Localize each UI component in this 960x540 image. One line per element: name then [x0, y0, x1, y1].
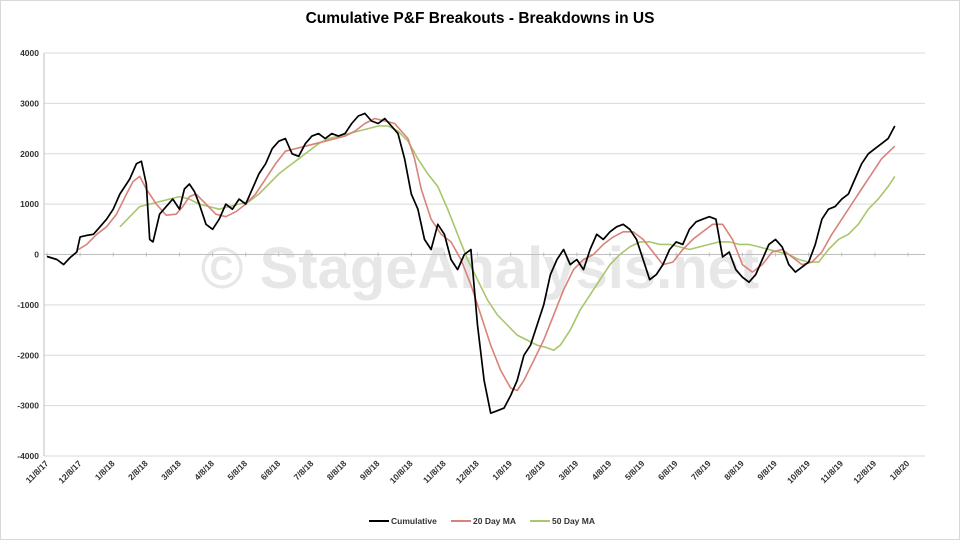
- x-tick-label: 1/8/18: [93, 458, 117, 482]
- x-tick-label: 2/8/18: [126, 458, 150, 482]
- x-tick-label: 10/8/18: [388, 458, 415, 485]
- x-tick-label: 9/8/19: [755, 458, 779, 482]
- x-tick-label: 3/8/18: [159, 458, 183, 482]
- x-tick-label: 7/8/18: [292, 458, 316, 482]
- x-tick-label: 1/8/19: [490, 458, 514, 482]
- y-tick-label: -2000: [17, 350, 39, 360]
- x-tick-label: 11/8/19: [818, 458, 845, 485]
- x-tick-label: 12/8/18: [454, 458, 481, 485]
- x-tick-label: 8/8/18: [325, 458, 349, 482]
- x-tick-label: 5/8/19: [623, 458, 647, 482]
- x-tick-label: 7/8/19: [689, 458, 713, 482]
- legend-label-50-day-ma: 50 Day MA: [552, 516, 595, 526]
- x-tick-label: 5/8/18: [225, 458, 249, 482]
- chart-title: Cumulative P&F Breakouts - Breakdowns in…: [305, 10, 655, 27]
- x-tick-label: 10/8/19: [785, 458, 812, 485]
- x-tick-label: 4/8/19: [590, 458, 614, 482]
- x-tick-label: 8/8/19: [722, 458, 746, 482]
- y-tick-label: 1000: [20, 199, 39, 209]
- y-tick-label: 3000: [20, 98, 39, 108]
- axes: [43, 53, 925, 456]
- legend: Cumulative 20 Day MA 50 Day MA: [369, 516, 595, 526]
- x-tick-label: 12/8/17: [56, 458, 83, 485]
- y-tick-label: 0: [34, 250, 39, 260]
- y-tick-label: -4000: [17, 451, 39, 461]
- series-line-20-day-ma: [76, 117, 896, 392]
- x-tick-label: 1/8/20: [888, 458, 912, 482]
- x-tick-label: 3/8/19: [556, 458, 580, 482]
- legend-label-20-day-ma: 20 Day MA: [473, 516, 516, 526]
- x-tick-label: 2/8/19: [523, 458, 547, 482]
- y-axis-ticks: 4000 3000 2000 1000 0 -1000 -2000 -3000 -4000: [17, 48, 39, 461]
- y-tick-label: 2000: [20, 149, 39, 159]
- x-tick-label: 12/8/19: [851, 458, 878, 485]
- y-tick-label: 4000: [20, 48, 39, 58]
- x-tick-label: 9/8/18: [358, 458, 382, 482]
- y-tick-label: -1000: [17, 300, 39, 310]
- watermark-text: © StageAnalysis.net: [201, 236, 759, 301]
- x-tick-label: 11/8/18: [421, 458, 448, 485]
- series-lines: [46, 112, 896, 415]
- x-tick-label: 11/8/17: [24, 458, 51, 485]
- x-tick-label: 6/8/18: [258, 458, 282, 482]
- series-line-cumulative: [46, 112, 896, 415]
- x-tick-label: 6/8/19: [656, 458, 680, 482]
- legend-label-cumulative: Cumulative: [391, 516, 437, 526]
- y-tick-label: -3000: [17, 401, 39, 411]
- x-tick-label: 4/8/18: [192, 458, 216, 482]
